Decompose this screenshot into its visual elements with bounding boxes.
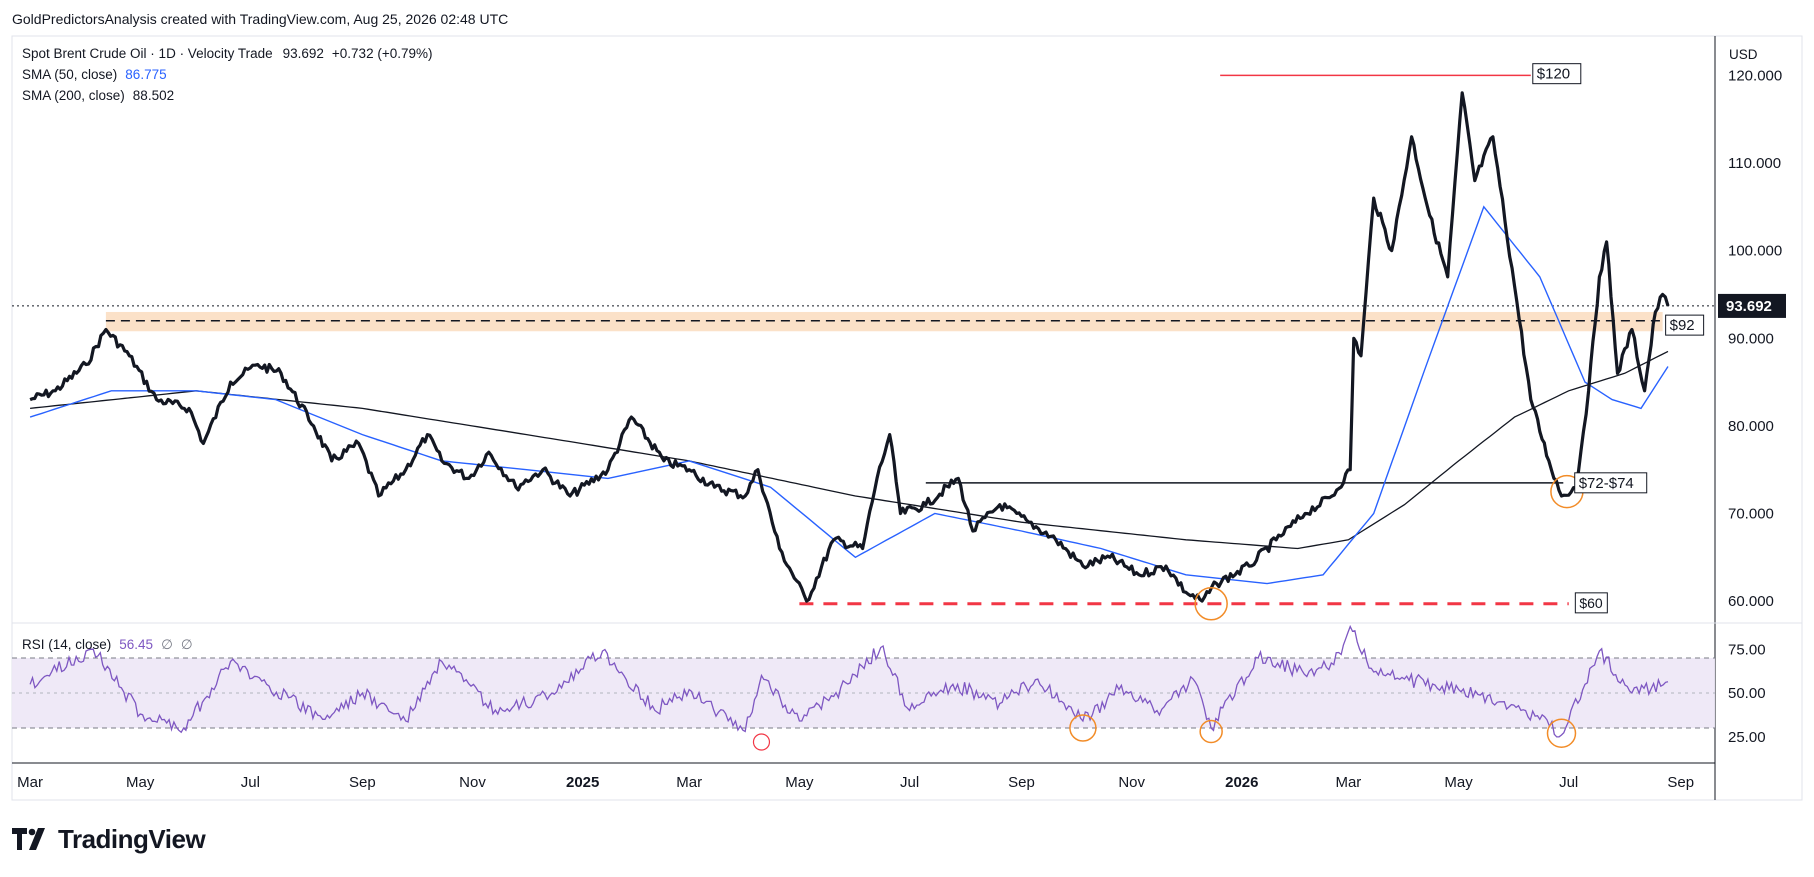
time-tick-label: Jul: [241, 774, 260, 791]
rsi-legend-value: 56.45: [119, 637, 153, 652]
time-tick-label: Sep: [349, 774, 376, 791]
legend-sma200-value: 88.502: [133, 88, 174, 103]
legend-sma200-line: SMA (200, close) 88.502: [22, 88, 174, 103]
publisher-line: GoldPredictorsAnalysis created with Trad…: [12, 11, 508, 27]
rsi-tick-label: 25.00: [1728, 729, 1766, 746]
time-tick-label: Jul: [900, 774, 919, 791]
legend-main-line: Spot Brent Crude Oil · 1D · Velocity Tra…: [22, 46, 432, 61]
rsi-axis: 25.00 50.00 75.00: [1728, 641, 1766, 746]
last-price-value: 93.692: [1726, 298, 1772, 315]
time-tick-label: 2026: [1225, 774, 1258, 791]
resistance-zone: [105, 311, 1663, 332]
annotation-box: [1665, 314, 1705, 336]
rsi-legend-extra1: ∅: [161, 637, 173, 652]
annotation-92: $92: [1665, 314, 1705, 336]
price-tick-label: 80.000: [1728, 418, 1774, 435]
price-line: [29, 91, 1670, 603]
rsi-legend-label[interactable]: RSI (14, close): [22, 637, 111, 652]
sma50-line: [29, 205, 1669, 585]
time-tick-label: Jul: [1559, 774, 1578, 791]
rsi-oversold-circle: [1546, 718, 1577, 748]
legend-last: 93.692: [283, 46, 324, 61]
annotation-72-74: $72-$74: [1574, 472, 1648, 494]
legend-sma50-label[interactable]: SMA (50, close): [22, 67, 117, 82]
price-tick-label: 60.000: [1728, 593, 1774, 610]
annotation-box: [1574, 472, 1648, 494]
legend-sma50-value: 86.775: [125, 67, 166, 82]
price-pane[interactable]: 60.000 70.000 80.000 90.000 100.000 110.000 12…: [12, 63, 1786, 621]
rsi-legend-extra2: ∅: [181, 637, 193, 652]
low-circle-marker: [1194, 586, 1228, 621]
price-tick-label: 70.000: [1728, 506, 1774, 523]
annotation-text: $120: [1537, 66, 1570, 83]
time-tick-label: Sep: [1667, 774, 1694, 791]
price-tick-label: 100.000: [1728, 243, 1782, 260]
time-axis[interactable]: Mar May Jul Sep Nov 2025 Mar May Jul Sep Nov 2026 Ma…: [17, 774, 1694, 791]
tradingview-wordmark: TradingView: [58, 823, 206, 854]
sma200-line: [30, 350, 1669, 550]
rsi-divergence-marker: [752, 733, 771, 751]
rsi-line: [29, 624, 1669, 738]
rsi-pane[interactable]: 25.00 50.00 75.00 RSI (14, close) 56.45 ∅ ∅: [12, 624, 1766, 751]
annotation-box: [1532, 63, 1582, 85]
legend: Spot Brent Crude Oil · 1D · Velocity Tra…: [22, 46, 432, 103]
price-tick-label: 110.000: [1728, 155, 1781, 172]
time-tick-label: 2025: [566, 774, 599, 791]
rsi-tick-label: 75.00: [1728, 641, 1766, 658]
rsi-oversold-circle: [1199, 719, 1223, 744]
rsi-band: [12, 658, 1715, 728]
time-tick-label: Mar: [676, 774, 702, 791]
annotation-60: $60: [1574, 592, 1608, 614]
annotation-120: $120: [1532, 63, 1582, 85]
time-tick-label: May: [126, 774, 155, 791]
legend-change: +0.732 (+0.79%): [332, 46, 433, 61]
price-tick-label: 90.000: [1728, 330, 1774, 347]
annotation-box: [1574, 592, 1608, 614]
rsi-tick-label: 50.00: [1728, 685, 1766, 702]
rsi-legend: RSI (14, close) 56.45 ∅ ∅: [22, 637, 193, 652]
time-tick-label: Nov: [1118, 774, 1145, 791]
price-tick-label: 120.000: [1728, 67, 1782, 84]
last-price-label: 93.692: [1718, 293, 1786, 318]
annotation-text: $92: [1670, 317, 1695, 334]
time-tick-label: May: [1444, 774, 1473, 791]
tradingview-logo[interactable]: TradingView: [12, 823, 206, 854]
tradingview-logo-icon: [12, 828, 45, 850]
annotation-text: $72-$74: [1579, 475, 1634, 492]
legend-sma50-line: SMA (50, close) 86.775: [22, 67, 167, 82]
annotation-text: $60: [1579, 595, 1603, 611]
currency-label[interactable]: USD: [1729, 47, 1758, 62]
time-tick-label: Mar: [17, 774, 43, 791]
time-tick-label: Sep: [1008, 774, 1035, 791]
time-tick-label: Nov: [459, 774, 486, 791]
time-tick-label: Mar: [1335, 774, 1361, 791]
legend-symbol[interactable]: Spot Brent Crude Oil · 1D · Velocity Tra…: [22, 46, 273, 61]
last-price-box: [1718, 293, 1786, 318]
price-axis: 60.000 70.000 80.000 90.000 100.000 110.000 12…: [1728, 67, 1782, 610]
outer-border: [11, 35, 1803, 801]
rsi-oversold-circle: [1069, 714, 1097, 742]
time-tick-label: May: [785, 774, 814, 791]
legend-sma200-label[interactable]: SMA (200, close): [22, 88, 125, 103]
